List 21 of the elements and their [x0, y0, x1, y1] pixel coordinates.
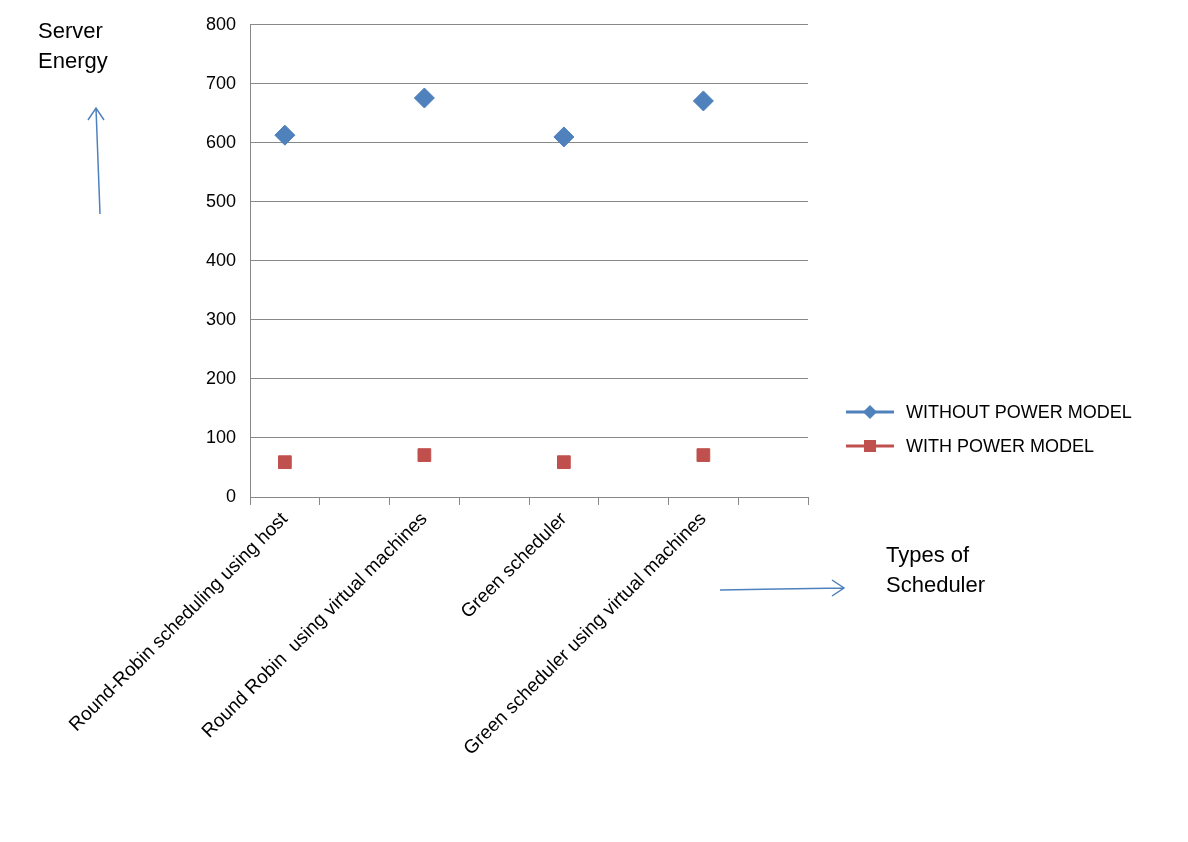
point [692, 90, 714, 112]
x-axis-title: Types of Scheduler [886, 541, 987, 599]
y-tick-label: 300 [205, 308, 236, 329]
legend-label: WITHOUT POWER MODEL [906, 401, 1132, 423]
y-tick-label: 500 [205, 190, 236, 211]
point [413, 87, 435, 109]
y-tick-label: 800 [205, 13, 236, 34]
point [557, 455, 571, 470]
point [274, 124, 296, 146]
point [696, 448, 711, 462]
y-tick-label: 100 [205, 426, 236, 447]
point [278, 455, 292, 470]
y-tick-label: 200 [205, 367, 236, 388]
point [553, 126, 575, 148]
y-tick-label: 600 [205, 131, 236, 152]
y-tick-label: 700 [205, 72, 236, 93]
y-tick-label: 400 [205, 249, 236, 270]
legend-label: WITH POWER MODEL [906, 435, 1094, 457]
point [417, 448, 432, 462]
y-tick-label: 0 [225, 485, 236, 506]
y-axis-title: Server Energy [38, 17, 109, 75]
